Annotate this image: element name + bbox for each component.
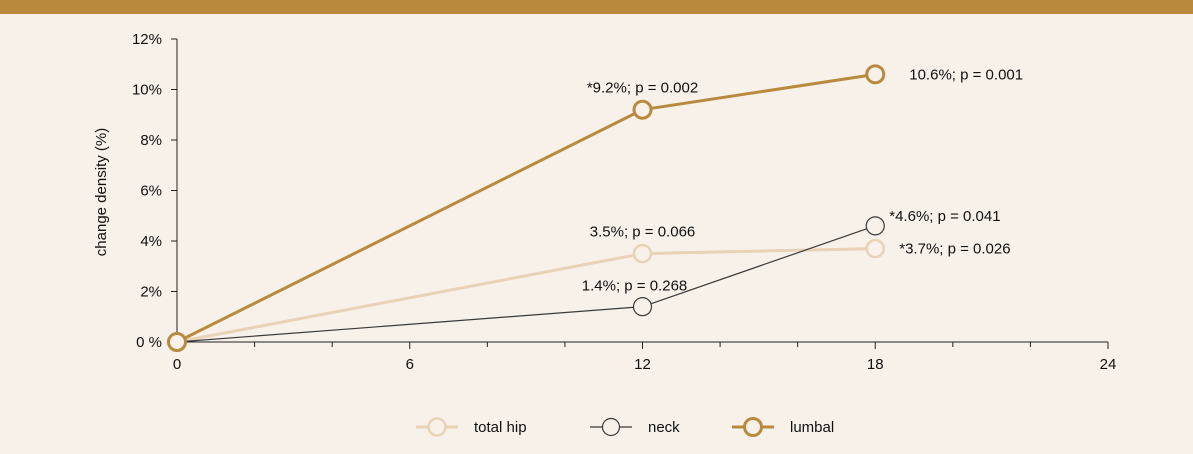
data-labels: 3.5%; p = 0.066 *3.7%; p = 0.026 1.4%; p =… [582,66,1023,294]
data-point-neck [632,297,653,317]
legend-label-neck: neck [648,419,680,436]
x-tick-label: 0 [173,356,181,373]
y-tick-label: 4% [140,233,162,250]
legend-marker-neck [601,417,621,437]
data-point-lumbal [167,332,187,352]
series-line-neck [176,225,876,343]
series-line-lumbal [176,72,876,344]
x-tick-label: 6 [406,356,414,373]
x-tick-label: 24 [1100,356,1117,373]
series-layer [167,64,886,352]
data-label-lumbal: *9.2%; p = 0.002 [587,80,698,97]
y-axis-title: change density (%) [93,128,110,256]
legend: total hip neck lumbal [416,417,834,437]
y-tick-label: 2% [140,284,162,301]
legend-label-total-hip: total hip [474,419,527,436]
data-point-neck [865,216,885,236]
y-tick-label: 12% [132,31,162,48]
legend-label-lumbal: lumbal [790,419,834,436]
x-tick-label: 18 [867,356,884,373]
y-tick-label: 0 % [136,334,162,351]
data-label-total-hip: 3.5%; p = 0.066 [590,224,696,241]
data-point-lumbal [632,99,653,120]
data-point-total-hip [632,243,653,264]
y-tick-label: 10% [132,82,162,99]
legend-marker-total-hip [427,417,447,437]
data-label-neck: *4.6%; p = 0.041 [889,208,1000,225]
data-point-total-hip [865,238,885,259]
data-label-lumbal: 10.6%; p = 0.001 [909,66,1023,83]
data-label-neck: 1.4%; p = 0.268 [582,278,688,295]
data-point-lumbal [865,64,886,85]
top-accent-bar [0,0,1193,14]
y-tick-label: 8% [140,132,162,149]
y-tick-label: 6% [140,183,162,200]
data-label-total-hip: *3.7%; p = 0.026 [899,241,1010,258]
x-tick-label: 12 [634,356,651,373]
legend-marker-lumbal [743,417,763,437]
